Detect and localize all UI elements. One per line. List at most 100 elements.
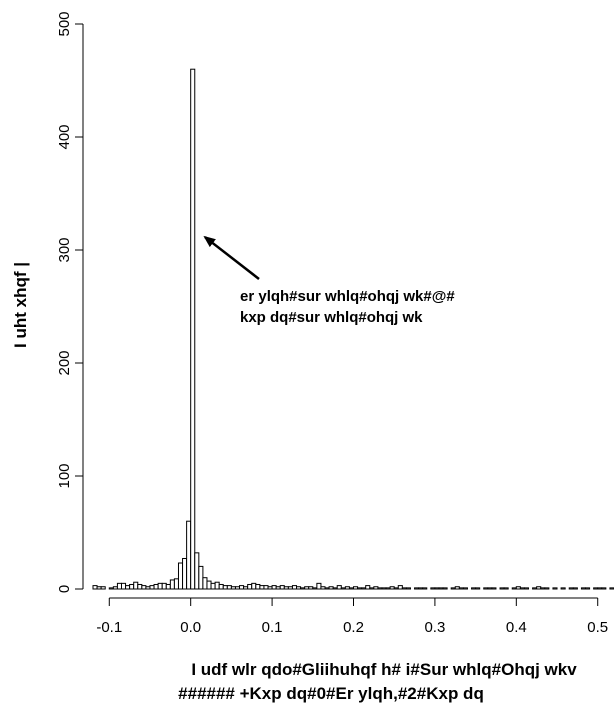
histogram-bar (202, 577, 208, 590)
x-axis-title-line-1: I udf wlr qdo#Gliihuhqf h# i#Sur whlq#Oh… (191, 660, 577, 679)
histogram-bar (580, 587, 587, 590)
histogram-bar (503, 587, 509, 590)
histogram-bar (536, 586, 542, 590)
histogram-bar (312, 587, 318, 590)
histogram-bar (243, 586, 249, 590)
histogram-bar (275, 586, 281, 590)
y-tick-label: 500 (56, 11, 73, 36)
y-tick-label: 200 (56, 350, 73, 375)
histogram-bar (263, 585, 269, 590)
histogram-bar (381, 587, 387, 590)
histogram-bar (475, 587, 481, 590)
histogram-bar (328, 586, 334, 590)
histogram-bar (112, 586, 118, 590)
histogram-bar (198, 565, 204, 590)
histogram-bar (308, 586, 314, 590)
histogram-bar (511, 587, 517, 590)
histogram-bar (182, 557, 188, 590)
histogram-bar (357, 587, 363, 590)
histogram-bar (361, 587, 367, 590)
histogram-bar (206, 580, 212, 590)
histogram-bar (609, 587, 614, 590)
histogram-bar (120, 582, 127, 590)
annotation-arrow (203, 235, 260, 280)
x-axis-title-line-2: ###### +Kxp dq#0#Er ylqh,#2#Kxp dq (178, 684, 484, 703)
histogram-bar (560, 587, 566, 590)
histogram-bar (173, 578, 179, 590)
histogram-bar (161, 582, 167, 590)
y-tick-label: 300 (56, 237, 73, 262)
histogram-bar (296, 586, 302, 590)
histogram-bars (92, 68, 614, 590)
histogram-bar (230, 586, 236, 590)
y-tick-label: 0 (56, 585, 73, 593)
histogram-bar (462, 587, 468, 590)
histogram-bar (401, 587, 407, 590)
histogram-bar (365, 585, 371, 590)
histogram-bar (515, 586, 521, 590)
histogram-bar (405, 587, 411, 590)
histogram-bar (430, 587, 436, 590)
histogram-bar (186, 520, 192, 590)
histogram-bar (369, 587, 375, 590)
histogram-bar (454, 586, 460, 590)
annotation-text-line-2: kxp dq#sur whlq#ohqj wk (240, 309, 423, 326)
histogram-bar (344, 586, 350, 590)
histogram-bar (100, 586, 106, 590)
histogram-bar (491, 587, 497, 590)
x-tick-label: 0.2 (343, 619, 364, 636)
histogram-bar (393, 587, 399, 590)
histogram-bar (279, 585, 285, 590)
x-tick-label: 0.1 (262, 619, 283, 636)
histogram-bar (414, 587, 420, 590)
histogram-bar (177, 562, 184, 590)
histogram-bar (385, 587, 391, 590)
histogram-bar (210, 582, 216, 590)
histogram-bar (523, 587, 530, 590)
histogram-bar (353, 586, 359, 590)
histogram-bar (133, 581, 139, 590)
histogram-bar (324, 587, 330, 590)
histogram-bar (519, 587, 525, 590)
histogram-bar (422, 587, 428, 590)
histogram-bar (572, 587, 578, 590)
histogram-bar (255, 583, 261, 590)
x-tick-label: 0.0 (180, 619, 201, 636)
histogram-bar (568, 587, 574, 590)
histogram-bar (108, 587, 114, 590)
histogram-bar (336, 585, 342, 590)
histogram-bar (137, 583, 143, 590)
y-tick-label: 400 (56, 124, 73, 149)
histogram-bar (96, 586, 102, 590)
x-tick-label: 0.3 (424, 619, 445, 636)
histogram-bar (397, 585, 403, 590)
histogram-bar (544, 587, 550, 590)
histogram-bar (552, 587, 558, 590)
x-tick-label: 0.5 (587, 619, 608, 636)
x-tick-label: 0.4 (506, 619, 527, 636)
histogram-bar (438, 587, 444, 590)
histogram-bar (222, 585, 228, 590)
histogram-bar (259, 585, 265, 590)
histogram-bar (450, 587, 456, 590)
annotation-text-line-1: er ylqh#sur whlq#ohqj wk#@# (240, 288, 455, 305)
histogram-bar (129, 583, 135, 590)
histogram-bar (149, 585, 155, 590)
histogram-bar (487, 587, 493, 590)
histogram-bar (601, 587, 607, 590)
histogram-bar (283, 586, 289, 590)
histogram-bar (125, 585, 131, 590)
histogram-bar (442, 587, 448, 590)
histogram-bar (271, 585, 277, 590)
histogram-bar (153, 583, 159, 590)
histogram-bar (418, 587, 424, 590)
x-tick-label: -0.1 (96, 619, 122, 636)
histogram-bar (169, 579, 175, 590)
histogram-bar (332, 587, 338, 590)
histogram-bar (194, 552, 200, 590)
y-axis-title: I uht xhqf | (11, 262, 30, 348)
histogram-bar (499, 587, 505, 590)
histogram-bar (218, 583, 224, 590)
y-axis: 0 100 200 300 400 500 (56, 11, 84, 593)
